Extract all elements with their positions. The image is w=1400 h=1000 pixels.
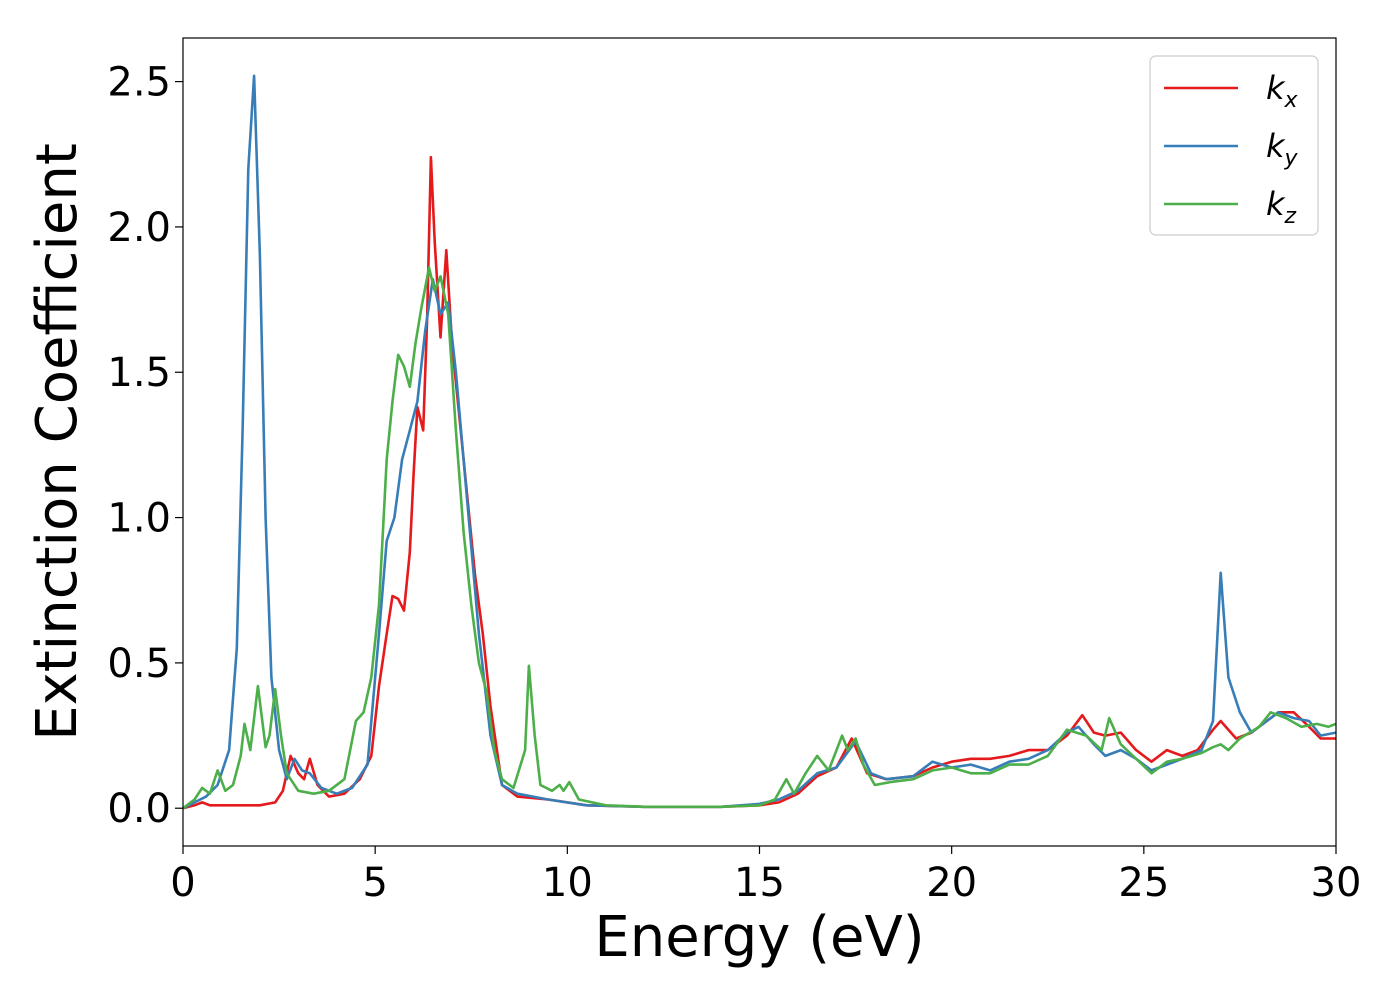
x-tick-label: 10 — [542, 860, 593, 906]
y-axis: 0.0 0.5 1.0 1.5 2.0 2.5 — [107, 60, 183, 832]
legend-label-ky: ky — [1266, 127, 1299, 171]
y-tick-label: 2.5 — [107, 60, 171, 106]
x-tick-label: 5 — [362, 860, 387, 906]
y-tick-label: 2.0 — [107, 205, 171, 251]
y-tick-label: 1.0 — [107, 496, 171, 542]
x-tick-label: 15 — [734, 860, 785, 906]
x-tick-label: 25 — [1118, 860, 1169, 906]
x-axis-title: Energy (eV) — [594, 905, 924, 970]
series-layer — [183, 74, 1336, 810]
x-tick-label: 30 — [1311, 860, 1362, 906]
y-axis-title: Extinction Coefficient — [25, 143, 90, 741]
legend: kx ky kz — [1149, 55, 1319, 236]
x-tick-label: 0 — [170, 860, 195, 906]
x-tick-label: 20 — [926, 860, 977, 906]
y-tick-label: 1.5 — [107, 350, 171, 396]
y-tick-label: 0.0 — [107, 786, 171, 832]
y-tick-label: 0.5 — [107, 641, 171, 687]
legend-label-kx: kx — [1266, 69, 1299, 113]
x-axis: 0 5 10 15 20 25 30 — [170, 846, 1361, 906]
series-line-kz — [183, 266, 1336, 810]
series-line-kx — [183, 155, 1336, 810]
legend-label-kz: kz — [1266, 185, 1297, 229]
